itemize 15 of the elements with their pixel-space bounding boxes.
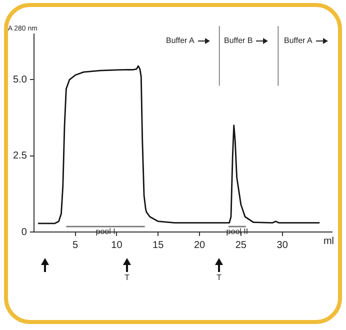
annotation: Buffer A — [166, 36, 195, 46]
y-tick-label: 2.5 — [12, 150, 28, 162]
y-tick-label: 0 — [21, 226, 28, 238]
x-tick-label: 5 — [72, 240, 79, 251]
x-tick-label: 30 — [276, 240, 288, 251]
x-axis-title: ml — [323, 236, 334, 247]
text: T — [216, 273, 222, 282]
annotation: Buffer B — [224, 36, 253, 46]
annotation: Buffer A — [284, 36, 313, 46]
x-tick-label: 15 — [152, 240, 164, 251]
text: T — [124, 273, 130, 282]
x-tick-label: 25 — [235, 240, 247, 251]
y-tick-label: 5.0 — [12, 74, 28, 86]
x-tick-label: 10 — [111, 240, 123, 251]
x-tick-label: 20 — [194, 240, 206, 251]
